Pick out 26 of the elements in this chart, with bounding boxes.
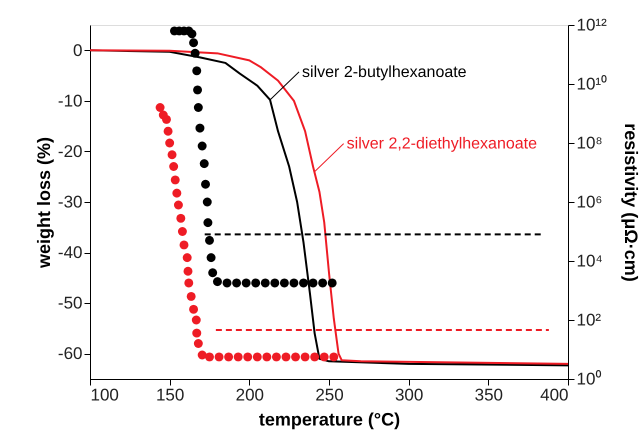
y-tick-label: -50 — [58, 294, 82, 313]
y-axis-title: weight loss (%) — [34, 136, 54, 270]
y2-tick-label: 10⁸ — [576, 134, 603, 152]
x-tick-label: 100 — [90, 386, 119, 404]
y2-tick-label: 10⁰ — [576, 370, 602, 388]
y-tick-label: -10 — [58, 91, 82, 110]
y2-tick-label: 10⁶ — [576, 192, 602, 212]
x-tick-label: 300 — [394, 386, 424, 404]
y2-tick-label: 10⁴ — [576, 252, 603, 270]
y2-axis-title: resistivity (μΩ·cm) — [621, 123, 641, 282]
annotation: silver 2-butylhexanoate — [302, 64, 467, 81]
annotation: silver 2,2-diethylhexanoate — [346, 136, 538, 153]
x-tick-label: 250 — [315, 386, 344, 404]
y-tick-label: -30 — [58, 192, 82, 212]
x-tick-label: 400 — [540, 386, 568, 404]
y-tick-label: 0 — [73, 40, 82, 60]
x-tick-label: 200 — [236, 386, 264, 404]
y-tick-label: -60 — [58, 344, 82, 364]
y-tick-label: -20 — [58, 142, 82, 161]
y2-tick-label: 10² — [576, 310, 602, 330]
x-tick-label: 350 — [474, 386, 504, 404]
y-tick-label: -40 — [58, 243, 82, 262]
x-axis-title: temperature (°C) — [258, 410, 400, 430]
y2-tick-label: 10¹⁰ — [576, 74, 608, 94]
x-tick-label: 150 — [156, 386, 184, 404]
y2-tick-label: 10¹² — [576, 16, 608, 34]
